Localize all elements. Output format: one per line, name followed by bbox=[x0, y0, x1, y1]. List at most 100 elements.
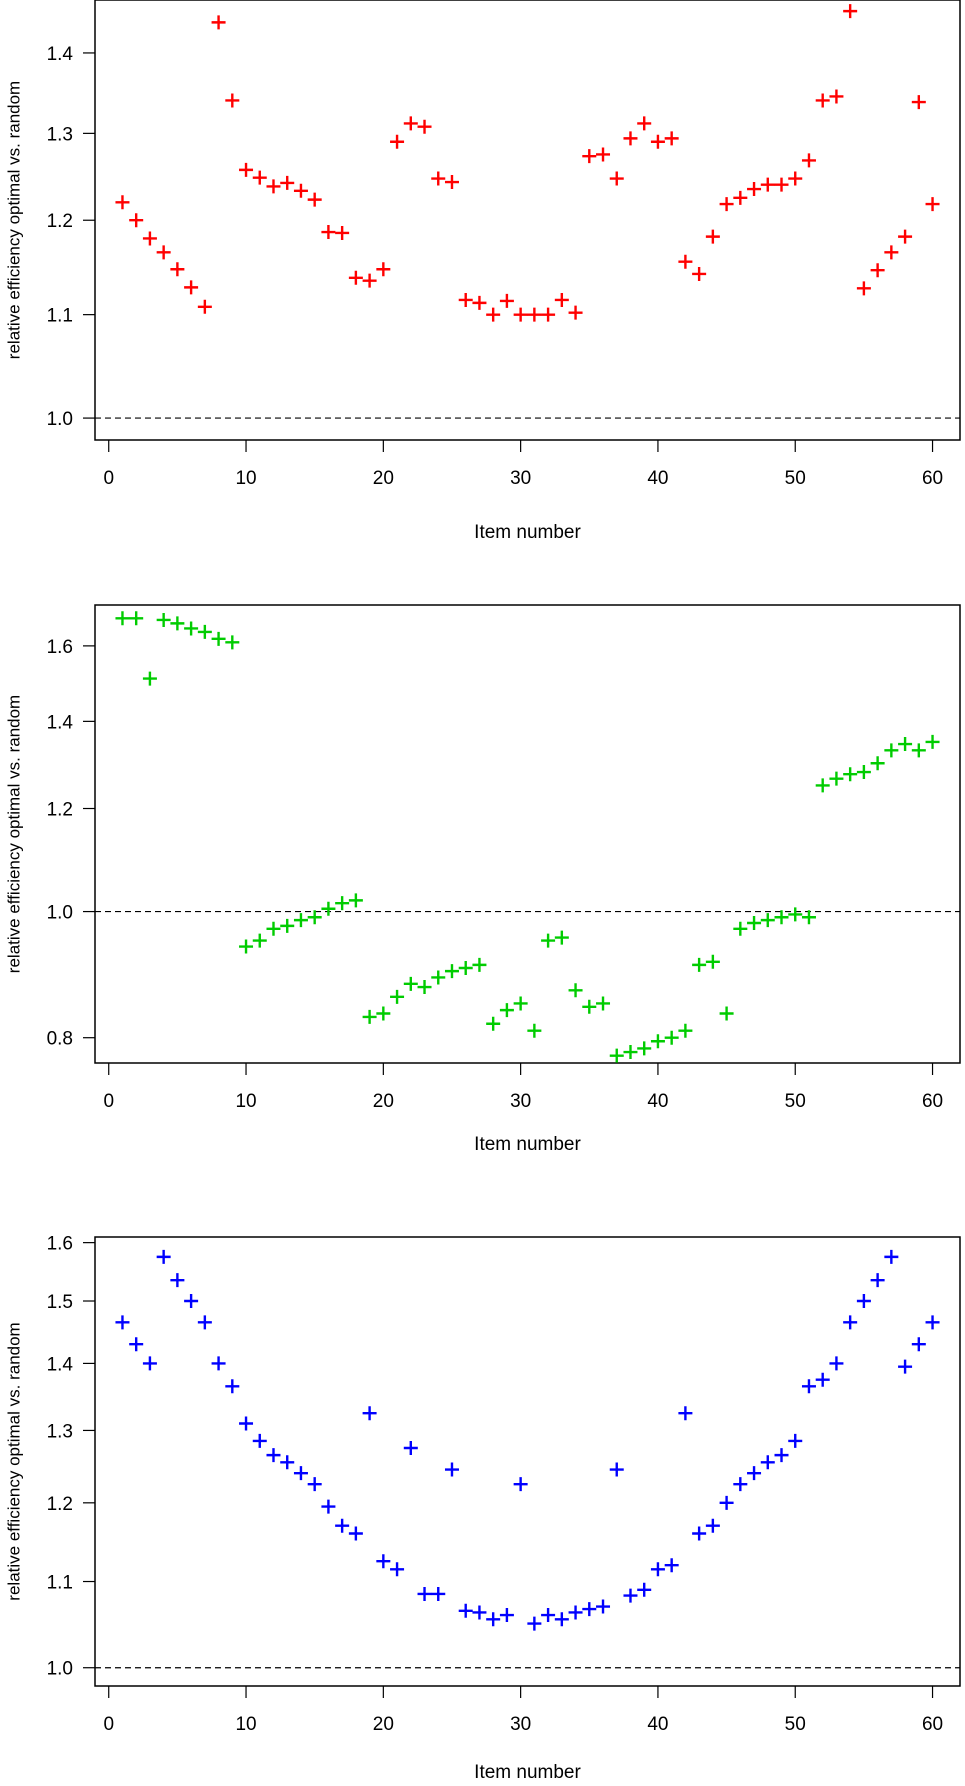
data-point bbox=[376, 1554, 391, 1569]
x-tick-label: 50 bbox=[785, 468, 806, 489]
data-point bbox=[156, 1249, 171, 1264]
data-point bbox=[856, 765, 871, 780]
scatter-plot-1: 0 10 20 30 40 50 60 1.0 1.1 1.2 1.3 1.4 Item number r… bbox=[5, 0, 961, 543]
data-point bbox=[843, 767, 858, 782]
data-point bbox=[321, 901, 336, 916]
data-point bbox=[472, 1605, 487, 1620]
data-point bbox=[650, 1562, 665, 1577]
data-point bbox=[884, 1249, 899, 1264]
plot-frame bbox=[94, 0, 961, 441]
data-point bbox=[499, 1608, 514, 1623]
data-point bbox=[815, 1372, 830, 1387]
data-point bbox=[801, 910, 816, 925]
y-tick-label: 1.3 bbox=[47, 1421, 73, 1442]
x-axis-label: Item number bbox=[474, 1762, 581, 1783]
data-point bbox=[623, 1588, 638, 1603]
y-axis-label: relative efficiency optimal vs. random bbox=[5, 695, 24, 973]
data-point bbox=[692, 266, 707, 281]
data-point bbox=[156, 245, 171, 260]
y-tick-label: 1.6 bbox=[47, 1234, 73, 1255]
y-tick-label: 1.3 bbox=[47, 124, 73, 145]
data-point bbox=[527, 1023, 542, 1038]
data-point bbox=[197, 624, 212, 639]
y-tick-label: 1.0 bbox=[47, 1659, 73, 1680]
data-point bbox=[184, 621, 199, 636]
data-point bbox=[321, 1499, 336, 1514]
data-point bbox=[239, 939, 254, 954]
data-point bbox=[884, 245, 899, 260]
data-point bbox=[280, 918, 295, 933]
data-point bbox=[829, 89, 844, 104]
data-point bbox=[129, 1337, 144, 1352]
data-point bbox=[788, 171, 803, 186]
data-point bbox=[280, 175, 295, 190]
x-tick-label: 10 bbox=[235, 1714, 256, 1735]
data-point bbox=[225, 93, 240, 108]
data-point bbox=[774, 1448, 789, 1463]
data-point bbox=[898, 737, 913, 752]
data-point bbox=[733, 190, 748, 205]
data-point bbox=[376, 262, 391, 277]
data-point bbox=[692, 957, 707, 972]
data-point bbox=[170, 1273, 185, 1288]
data-point bbox=[705, 1518, 720, 1533]
y-tick-label: 1.4 bbox=[47, 1354, 74, 1375]
data-point bbox=[609, 1048, 624, 1063]
data-point bbox=[184, 280, 199, 295]
data-point bbox=[403, 116, 418, 131]
data-point bbox=[403, 1441, 418, 1455]
data-point bbox=[486, 307, 501, 322]
data-point bbox=[390, 989, 405, 1004]
data-point bbox=[266, 179, 281, 194]
data-point bbox=[554, 1612, 569, 1627]
y-tick-label: 1.6 bbox=[47, 637, 73, 658]
data-point bbox=[596, 147, 611, 162]
data-point bbox=[211, 631, 226, 646]
data-point bbox=[417, 119, 432, 134]
data-point bbox=[239, 1416, 254, 1431]
data-point bbox=[156, 612, 171, 627]
data-point bbox=[499, 1003, 514, 1018]
data-point bbox=[184, 1294, 199, 1309]
data-point bbox=[664, 1030, 679, 1045]
data-point bbox=[444, 175, 459, 190]
y-tick-label: 1.0 bbox=[47, 903, 73, 924]
data-point bbox=[747, 915, 762, 930]
data-point bbox=[554, 930, 569, 945]
data-point bbox=[376, 1006, 391, 1021]
data-point bbox=[815, 778, 830, 793]
x-tick-label: 50 bbox=[785, 1714, 806, 1735]
data-point bbox=[513, 996, 528, 1011]
data-point bbox=[142, 671, 157, 686]
data-point bbox=[280, 1455, 295, 1470]
data-point bbox=[129, 213, 144, 228]
data-point bbox=[211, 15, 226, 30]
data-point bbox=[719, 1495, 734, 1510]
data-point bbox=[650, 134, 665, 149]
x-axis-label: Item number bbox=[474, 522, 581, 543]
data-point bbox=[582, 149, 597, 164]
x-axis-label: Item number bbox=[474, 1134, 581, 1155]
data-point bbox=[664, 1558, 679, 1573]
data-point bbox=[403, 976, 418, 991]
x-tick-label: 0 bbox=[103, 1714, 114, 1735]
data-point bbox=[348, 1526, 363, 1541]
data-point bbox=[925, 197, 940, 212]
x-tick-label: 60 bbox=[922, 1714, 943, 1735]
data-point bbox=[197, 299, 212, 314]
scatter-plot-2: 0 10 20 30 40 50 60 0.8 1.0 1.2 1.4 1.6 Item number r… bbox=[5, 604, 961, 1155]
data-point bbox=[266, 1448, 281, 1463]
data-point bbox=[650, 1034, 665, 1049]
data-point bbox=[733, 1477, 748, 1492]
data-point bbox=[801, 1379, 816, 1394]
x-tick-label: 0 bbox=[103, 1091, 114, 1112]
data-point bbox=[142, 231, 157, 246]
data-point bbox=[609, 1462, 624, 1477]
x-tick-label: 30 bbox=[510, 468, 531, 489]
data-point bbox=[362, 1009, 377, 1024]
data-point bbox=[513, 1477, 528, 1492]
data-point bbox=[664, 131, 679, 146]
y-tick-label: 1.2 bbox=[47, 800, 73, 821]
y-tick-label: 1.0 bbox=[47, 409, 73, 430]
